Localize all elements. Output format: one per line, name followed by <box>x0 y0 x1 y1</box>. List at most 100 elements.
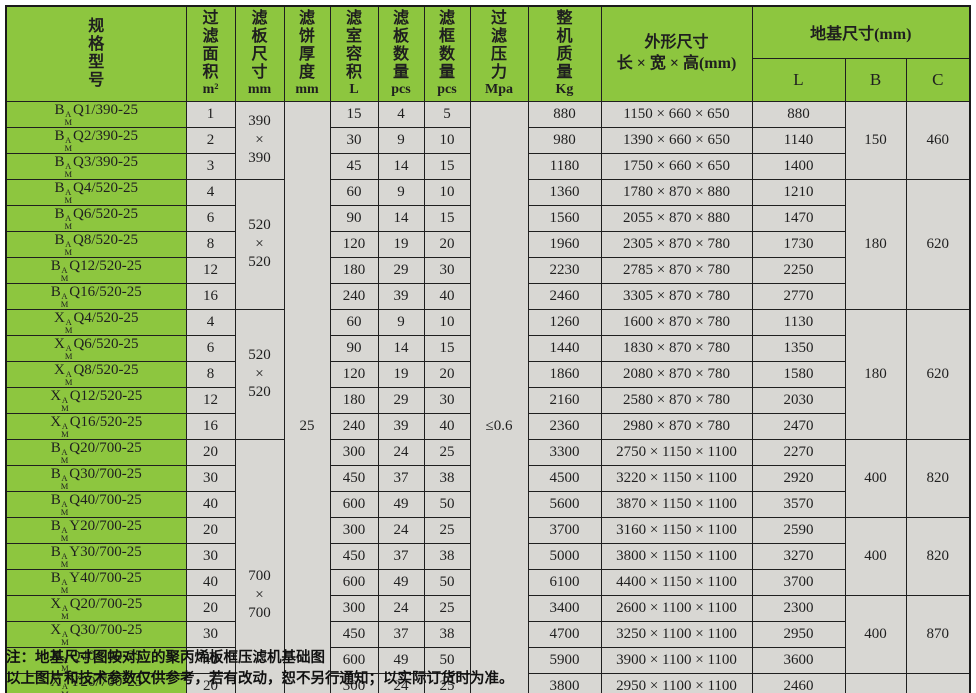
foundation-l-cell: 3570 <box>751 490 846 518</box>
model-cell: B A M Q8/520-25 <box>5 230 187 258</box>
foundation-l-cell: 2470 <box>751 412 846 440</box>
frame-count-cell: 10 <box>423 178 471 206</box>
model-sup-sub: AM <box>61 680 69 693</box>
plate-count-cell: 29 <box>377 256 425 284</box>
overall-dims-cell: 3220 × 1150 × 1100 <box>600 464 753 492</box>
foundation-l-cell: 2030 <box>751 386 846 414</box>
header-foundation-l: L <box>751 57 846 102</box>
frame-count-cell: 38 <box>423 464 471 492</box>
foundation-l-cell: 3600 <box>751 646 846 674</box>
overall-dims-cell: 4400 × 1150 × 1100 <box>600 568 753 596</box>
table-row: B A M Q40/700-25 40 600 49 50 5600 3870 × 1150 × … <box>5 490 970 518</box>
chamber-volume-cell: 300 <box>329 438 379 466</box>
model-cell: B A M Q30/700-25 <box>5 464 187 492</box>
overall-dims-cell: 3250 × 1100 × 1100 <box>600 620 753 648</box>
foundation-c-cell: 870 <box>905 672 971 693</box>
frame-count-cell: 15 <box>423 152 471 180</box>
table-row: B A M Q2/390-25 2 30 9 10 980 1390 × 660 × 650 114… <box>5 126 970 154</box>
machine-mass-cell: 1180 <box>527 152 602 180</box>
filter-area-cell: 6 <box>185 204 236 232</box>
chamber-volume-cell: 240 <box>329 412 379 440</box>
overall-dims-cell: 1780 × 870 × 880 <box>600 178 753 206</box>
plate-count-cell: 24 <box>377 594 425 622</box>
plate-count-cell: 49 <box>377 646 425 674</box>
model-cell: X A M Q20/700-25 <box>5 594 187 622</box>
filter-area-cell: 12 <box>185 256 236 284</box>
model-cell: B A M Q40/700-25 <box>5 490 187 518</box>
chamber-volume-cell: 450 <box>329 464 379 492</box>
header-foundation-c: C <box>905 57 971 102</box>
plate-count-cell: 9 <box>377 178 425 206</box>
model-cell: X A M Q4/520-25 <box>5 308 187 336</box>
header-foundation-b: B <box>844 57 907 102</box>
plate-count-cell: 19 <box>377 230 425 258</box>
header-overall-dims: 外形尺寸 长 × 宽 × 高(mm) <box>600 5 753 102</box>
filter-area-cell: 16 <box>185 282 236 310</box>
frame-count-cell: 25 <box>423 438 471 466</box>
foundation-l-cell: 2300 <box>751 594 846 622</box>
footnote-line-2: 以上图片和技术参数仅供参考，若有改动，恕不另行通知；以实际订货时为准。 <box>6 671 514 688</box>
foundation-l-cell: 2590 <box>751 516 846 544</box>
model-cell: B A M Q3/390-25 <box>5 152 187 180</box>
overall-dims-cell: 2305 × 870 × 780 <box>600 230 753 258</box>
foundation-l-cell: 1350 <box>751 334 846 362</box>
model-cell: B A M Y20/700-25 <box>5 516 187 544</box>
filter-area-cell: 2 <box>185 126 236 154</box>
filter-pressure-cell: ≤0.6 <box>469 100 529 693</box>
machine-mass-cell: 1260 <box>527 308 602 336</box>
chamber-volume-cell: 600 <box>329 490 379 518</box>
machine-mass-cell: 2230 <box>527 256 602 284</box>
model-cell: B A M Q20/700-25 <box>5 438 187 466</box>
plate-size-cell: 520 × 520 <box>234 308 285 440</box>
model-cell: X A M Q30/700-25 <box>5 620 187 648</box>
overall-dims-cell: 2580 × 870 × 780 <box>600 386 753 414</box>
model-cell: X A M Q12/520-25 <box>5 386 187 414</box>
foundation-l-cell: 1470 <box>751 204 846 232</box>
table-header: 规格型号 过滤面积 m² 滤板尺寸 mm 滤饼厚度 mm 滤室容积 L <box>5 5 971 102</box>
machine-mass-cell: 5600 <box>527 490 602 518</box>
machine-mass-cell: 1560 <box>527 204 602 232</box>
overall-dims-cell: 3305 × 870 × 780 <box>600 282 753 310</box>
table-body: B A M Q1/390-25 1 390 × 390 25 15 4 5 ≤0.6 880 1150 × … <box>5 100 971 693</box>
header-filter-pressure: 过滤压力 Mpa <box>469 5 529 102</box>
foundation-l-cell: 1130 <box>751 308 846 336</box>
overall-dims-cell: 1150 × 660 × 650 <box>600 100 753 128</box>
machine-mass-cell: 1960 <box>527 230 602 258</box>
foundation-l-cell: 2770 <box>751 282 846 310</box>
filter-area-cell: 16 <box>185 412 236 440</box>
foundation-l-cell: 2270 <box>751 438 846 466</box>
header-cake-thickness: 滤饼厚度 mm <box>283 5 331 102</box>
chamber-volume-cell: 60 <box>329 178 379 206</box>
plate-count-cell: 24 <box>377 438 425 466</box>
frame-count-cell: 40 <box>423 412 471 440</box>
foundation-l-cell: 3700 <box>751 568 846 596</box>
footnotes: 注：地基尺寸图按对应的聚丙烯板框压滤机基础图 以上图片和技术参数仅供参考，若有改… <box>6 648 514 690</box>
machine-mass-cell: 3400 <box>527 594 602 622</box>
foundation-l-cell: 1400 <box>751 152 846 180</box>
overall-dims-cell: 1830 × 870 × 780 <box>600 334 753 362</box>
foundation-c-cell: 870 <box>905 594 971 674</box>
filter-area-cell: 20 <box>185 438 236 466</box>
filter-area-cell: 20 <box>185 594 236 622</box>
plate-count-cell: 4 <box>377 100 425 128</box>
filter-area-cell: 3 <box>185 152 236 180</box>
table-row: B A M Q30/700-25 30 450 37 38 4500 3220 × 1150 × … <box>5 464 970 492</box>
machine-mass-cell: 4500 <box>527 464 602 492</box>
foundation-l-cell: 2250 <box>751 256 846 284</box>
machine-mass-cell: 2460 <box>527 282 602 310</box>
model-cell: B A M Y40/700-25 <box>5 568 187 596</box>
chamber-volume-cell: 300 <box>329 594 379 622</box>
frame-count-cell: 38 <box>423 620 471 648</box>
filter-area-cell: 40 <box>185 568 236 596</box>
model-cell: X A M Q16/520-25 <box>5 412 187 440</box>
plate-size-cell: 700 × 700 <box>234 438 285 693</box>
